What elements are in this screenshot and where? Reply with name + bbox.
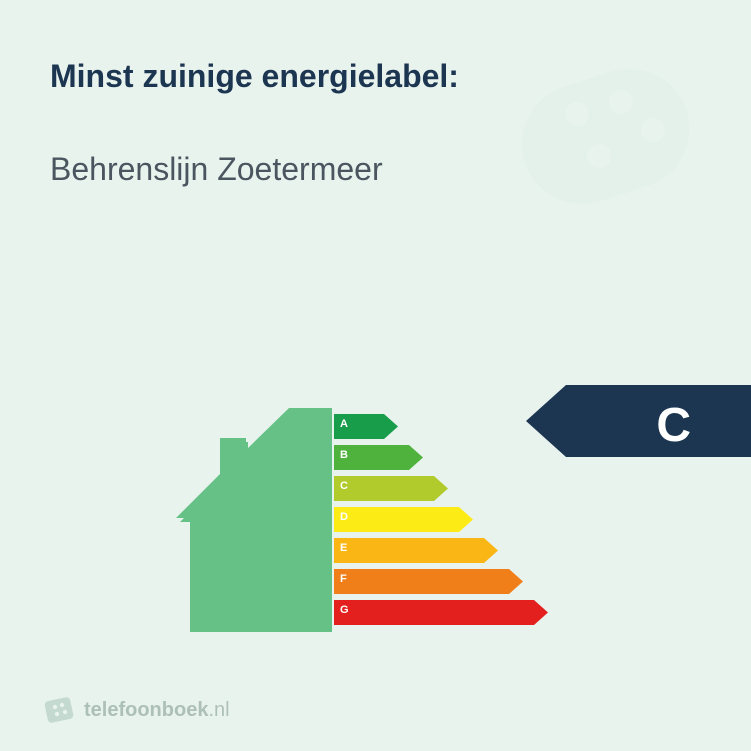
energy-bar-label: F [340, 573, 347, 585]
rating-letter: C [656, 398, 691, 453]
energy-label-card: Minst zuinige energielabel: Behrenslijn … [0, 0, 751, 751]
house-icon [170, 408, 332, 637]
footer-logo-icon [44, 695, 74, 725]
energy-chart: A B C D E F G [170, 408, 730, 648]
energy-bar-label: B [340, 449, 348, 461]
footer-brand: telefoonboek.nl [84, 699, 230, 722]
footer: telefoonboek.nl [44, 695, 230, 725]
energy-bar-label: E [340, 542, 347, 554]
footer-brand-tld: .nl [208, 699, 229, 721]
energy-bar-label: D [340, 511, 348, 523]
energy-bar-label: A [340, 418, 348, 430]
energy-bar-label: G [340, 604, 349, 616]
energy-bar-label: C [340, 480, 348, 492]
footer-brand-name: telefoonboek [84, 699, 208, 721]
watermark-icon [481, 18, 721, 263]
